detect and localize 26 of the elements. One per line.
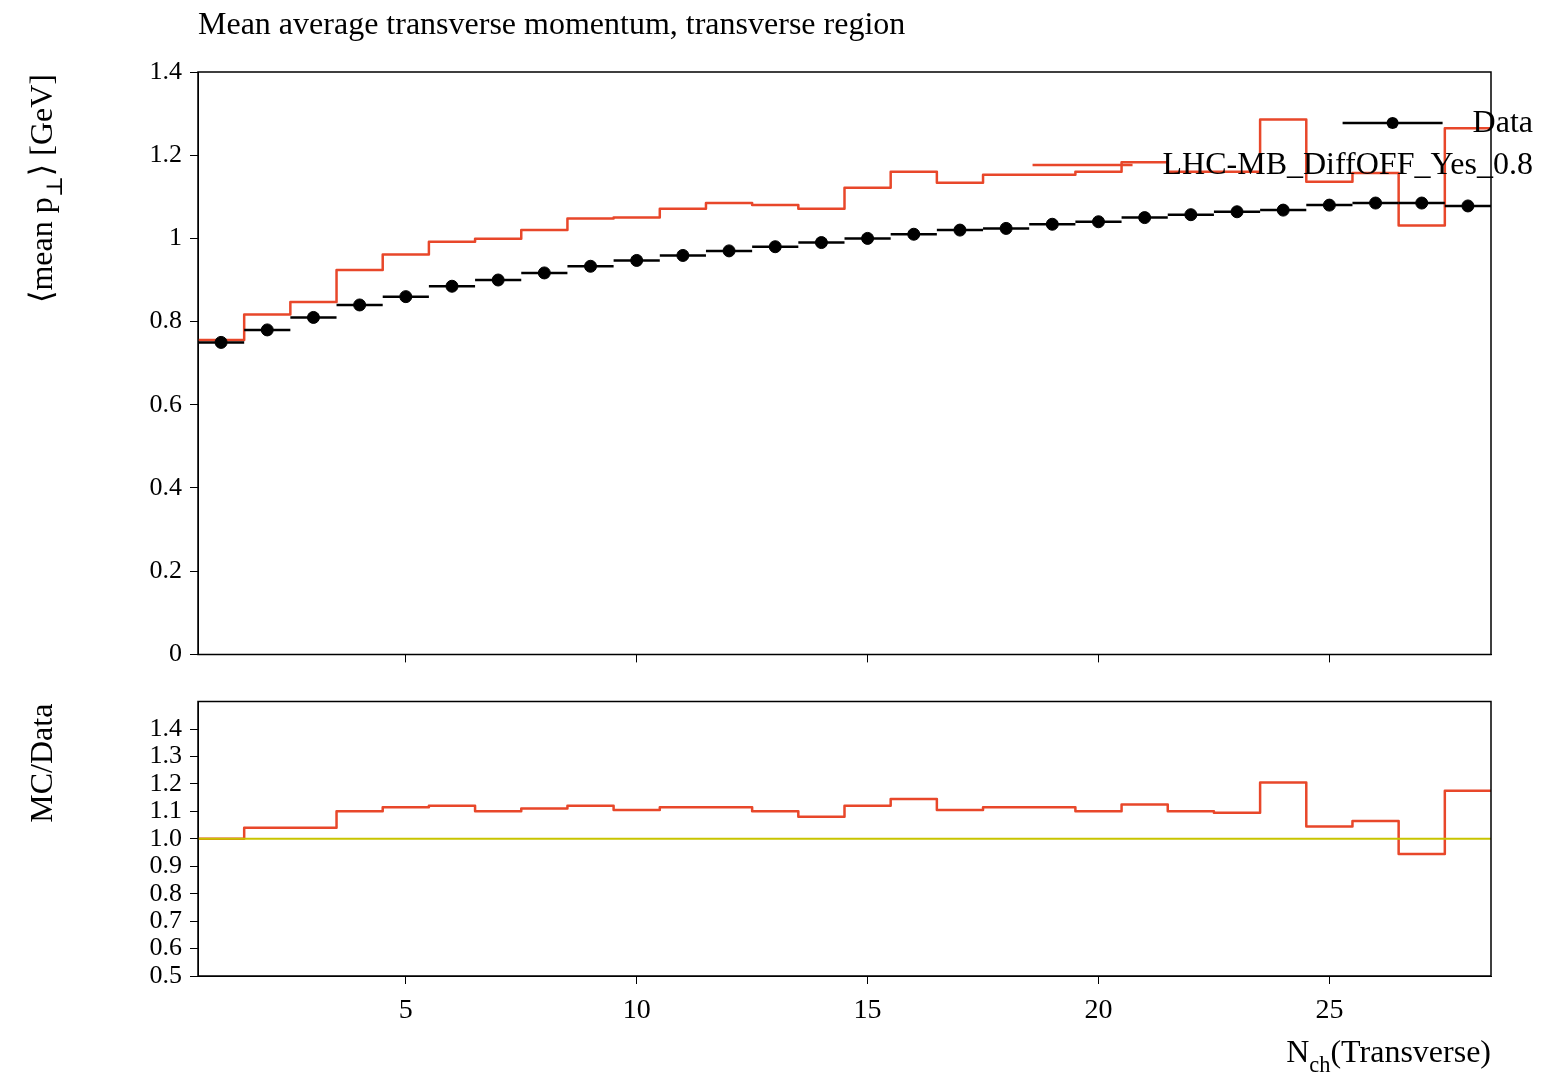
- y-tick-label: 0.9: [149, 850, 182, 880]
- y-axis-title: MC/Data: [23, 703, 59, 823]
- y-tick-label: 1.0: [149, 822, 182, 852]
- chart-title: Mean average transverse momentum, transverse region: [198, 5, 906, 41]
- y-tick-label: 0.5: [149, 959, 182, 989]
- x-tick-label: 15: [853, 993, 882, 1025]
- y-tick-label: 1: [169, 222, 182, 252]
- y-tick-label: 0.7: [149, 904, 182, 934]
- y-tick-label: 0.4: [149, 471, 182, 501]
- y-tick-label: 1.4: [149, 712, 182, 742]
- y-tick-label: 0.8: [149, 877, 182, 907]
- y-tick-label: 1.1: [149, 795, 182, 825]
- y-axis-title: ⟨mean p⊥⟩ [GeV]: [23, 74, 67, 304]
- y-tick-label: 0.8: [149, 305, 182, 335]
- y-tick-label: 0.6: [149, 932, 182, 962]
- y-tick-label: 0.2: [149, 555, 182, 585]
- y-tick-label: 1.2: [149, 139, 182, 169]
- y-tick-label: 1.4: [149, 55, 182, 85]
- y-tick-label: 0: [169, 638, 182, 668]
- y-tick-label: 1.2: [149, 767, 182, 797]
- y-tick-label: 0.6: [149, 388, 182, 418]
- y-tick-label: 1.3: [149, 740, 182, 770]
- x-tick-label: 25: [1315, 993, 1344, 1025]
- x-tick-label: 10: [622, 993, 651, 1025]
- x-tick-label: 20: [1084, 993, 1113, 1025]
- x-tick-label: 5: [398, 993, 413, 1025]
